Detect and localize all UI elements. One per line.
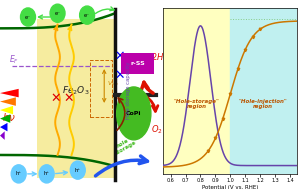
Text: "Hole-storage"
region: "Hole-storage" region — [174, 99, 220, 109]
Text: ✕: ✕ — [51, 92, 61, 105]
Bar — [163, 8, 230, 174]
Text: $O_2$: $O_2$ — [151, 123, 163, 136]
FancyBboxPatch shape — [121, 53, 154, 74]
Text: CoPi: CoPi — [126, 111, 142, 116]
Text: $Fe_2O_3$: $Fe_2O_3$ — [62, 84, 89, 97]
Polygon shape — [0, 123, 7, 131]
Bar — [230, 8, 297, 174]
Text: $E_F$: $E_F$ — [9, 53, 19, 66]
Ellipse shape — [117, 87, 151, 140]
Polygon shape — [0, 131, 5, 140]
Text: h⁺: h⁺ — [75, 168, 81, 173]
Circle shape — [80, 6, 95, 24]
X-axis label: Potential (V vs. RHE): Potential (V vs. RHE) — [202, 185, 258, 189]
Text: hole
storage: hole storage — [111, 135, 138, 156]
Circle shape — [50, 4, 65, 22]
Circle shape — [70, 161, 85, 179]
Text: h⁺: h⁺ — [16, 171, 22, 176]
Circle shape — [11, 165, 26, 183]
Text: $2H_2O$: $2H_2O$ — [151, 51, 175, 64]
FancyBboxPatch shape — [37, 19, 115, 178]
Polygon shape — [0, 89, 19, 97]
Text: e⁻: e⁻ — [25, 15, 31, 19]
Text: Hole storage capacity: Hole storage capacity — [126, 62, 131, 119]
Polygon shape — [0, 97, 16, 106]
Text: ✕: ✕ — [63, 92, 74, 105]
Text: e⁻: e⁻ — [84, 13, 90, 18]
Circle shape — [39, 165, 54, 183]
Text: e⁻: e⁻ — [55, 11, 61, 16]
Text: ✕: ✕ — [114, 50, 125, 63]
Polygon shape — [0, 114, 10, 123]
Text: ✕: ✕ — [114, 69, 125, 82]
Text: r-SS: r-SS — [130, 61, 145, 66]
Text: "Hole-injection"
region: "Hole-injection" region — [239, 99, 287, 109]
Text: $V_{ph}$: $V_{ph}$ — [106, 80, 118, 90]
Text: $h\nu$: $h\nu$ — [2, 111, 16, 123]
Circle shape — [20, 8, 35, 26]
Text: h⁺: h⁺ — [44, 171, 50, 176]
Polygon shape — [0, 106, 13, 114]
